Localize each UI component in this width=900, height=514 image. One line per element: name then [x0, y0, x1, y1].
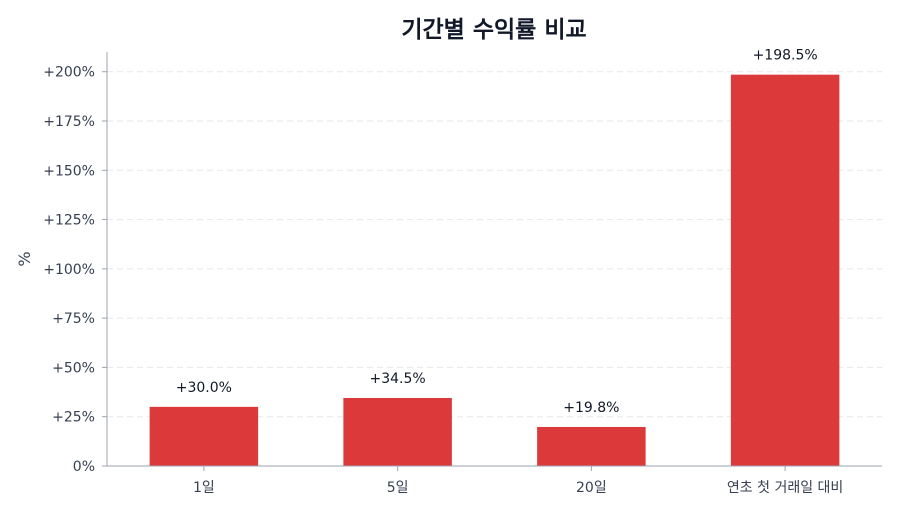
bar-value-label: +30.0%: [176, 380, 232, 396]
data-labels: +30.0% +34.5% +19.8% +198.5%: [176, 48, 818, 416]
y-tick-label: +150%: [43, 163, 95, 179]
y-tick-label: +200%: [43, 65, 95, 81]
y-tick-label: 0%: [73, 459, 95, 475]
x-tick-label: 1일: [193, 480, 215, 496]
y-tick-label: +50%: [52, 360, 95, 376]
y-axis-label: %: [15, 251, 34, 266]
chart-title: 기간별 수익률 비교: [401, 17, 586, 43]
y-tick-label: +25%: [52, 410, 95, 426]
bar: [149, 406, 259, 466]
y-tick-label: +75%: [52, 311, 95, 327]
bar-value-label: +34.5%: [370, 371, 426, 387]
y-tick-label: +100%: [43, 262, 95, 278]
x-tick-label: 연초 첫 거래일 대비: [727, 480, 843, 496]
bar: [730, 74, 840, 467]
bar: [343, 397, 452, 466]
bar-value-label: +19.8%: [563, 400, 619, 416]
y-tick-label: +125%: [43, 213, 95, 229]
bar-value-label: +198.5%: [753, 48, 818, 64]
bars: [149, 74, 840, 467]
x-tick-label: 20일: [576, 480, 607, 496]
bar: [537, 426, 646, 466]
y-tick-label: +175%: [43, 114, 95, 130]
y-ticks: 0% +25% +50% +75% +100% +125% +150% +175% +200%: [43, 65, 107, 475]
x-ticks: 1일 5일 20일 연초 첫 거래일 대비: [193, 466, 843, 496]
x-tick-label: 5일: [387, 480, 409, 496]
